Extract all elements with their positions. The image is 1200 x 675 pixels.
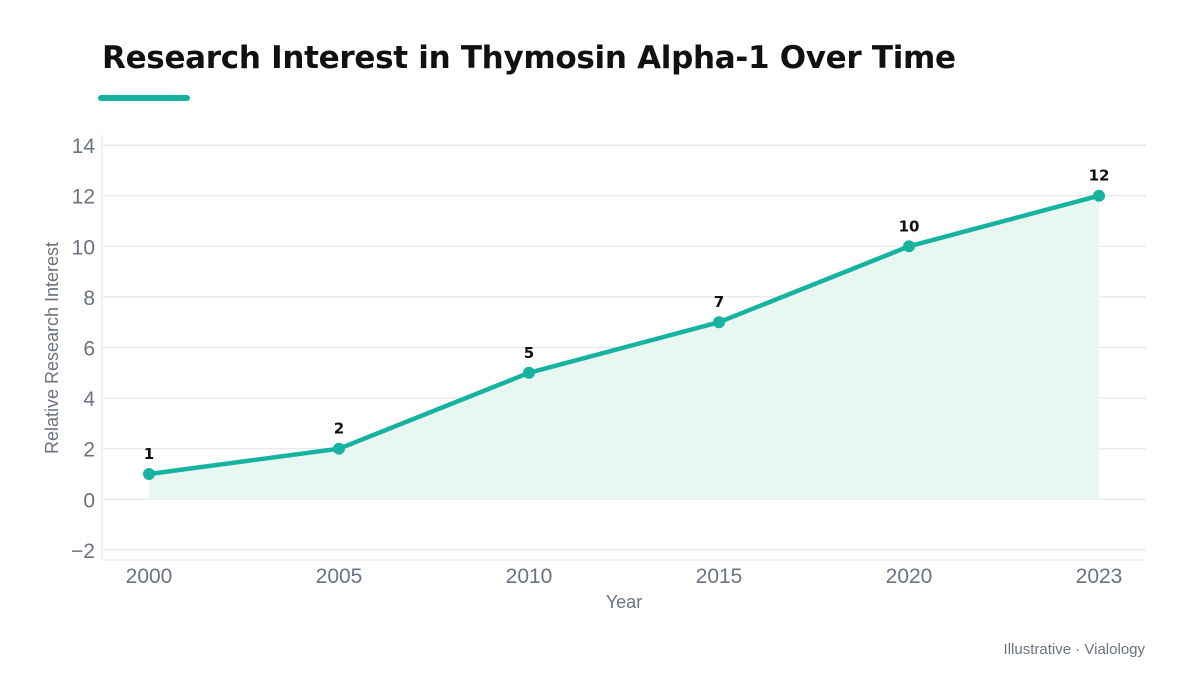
data-point-2000 <box>143 467 155 480</box>
data-point-2005 <box>333 442 345 455</box>
data-point-2015 <box>713 316 725 329</box>
axes <box>101 135 1146 561</box>
series-line-layer <box>146 193 1102 477</box>
x-tick-label-4: 2020 <box>886 565 933 588</box>
y-tick-label-2: 2 <box>83 439 95 462</box>
x-tick-label-5: 2023 <box>1076 565 1123 588</box>
y-tick-label-0: −2 <box>71 540 95 563</box>
x-axis-label: Year <box>606 592 642 612</box>
data-label-2010: 5 <box>524 344 534 362</box>
data-point-2020 <box>903 240 915 253</box>
x-tick-label-1: 2005 <box>316 565 363 588</box>
data-label-2020: 10 <box>899 217 920 235</box>
data-points <box>143 189 1105 480</box>
x-tick-label-2: 2010 <box>506 565 553 588</box>
y-tick-label-1: 0 <box>83 489 95 512</box>
data-point-2023 <box>1093 189 1105 202</box>
y-axis-label: Relative Research Interest <box>42 242 62 454</box>
data-label-2023: 12 <box>1089 167 1110 185</box>
x-tick-label-0: 2000 <box>126 565 173 588</box>
series-line <box>146 193 1102 477</box>
y-tick-label-5: 8 <box>83 287 95 310</box>
y-tick-label-6: 10 <box>72 236 95 259</box>
data-point-2010 <box>523 366 535 379</box>
y-tick-label-4: 6 <box>83 338 95 361</box>
data-label-2005: 2 <box>334 420 344 438</box>
y-tick-label-8: 14 <box>72 135 96 158</box>
title-accent-bar <box>98 95 190 101</box>
y-tick-label-7: 12 <box>72 186 95 209</box>
source-credit: Illustrative · Vialology <box>1003 641 1145 658</box>
data-label-2000: 1 <box>144 445 154 463</box>
chart-title: Research Interest in Thymosin Alpha-1 Ov… <box>102 40 956 76</box>
y-tick-label-3: 4 <box>83 388 95 411</box>
data-label-2015: 7 <box>714 293 724 311</box>
x-tick-label-3: 2015 <box>696 565 743 588</box>
